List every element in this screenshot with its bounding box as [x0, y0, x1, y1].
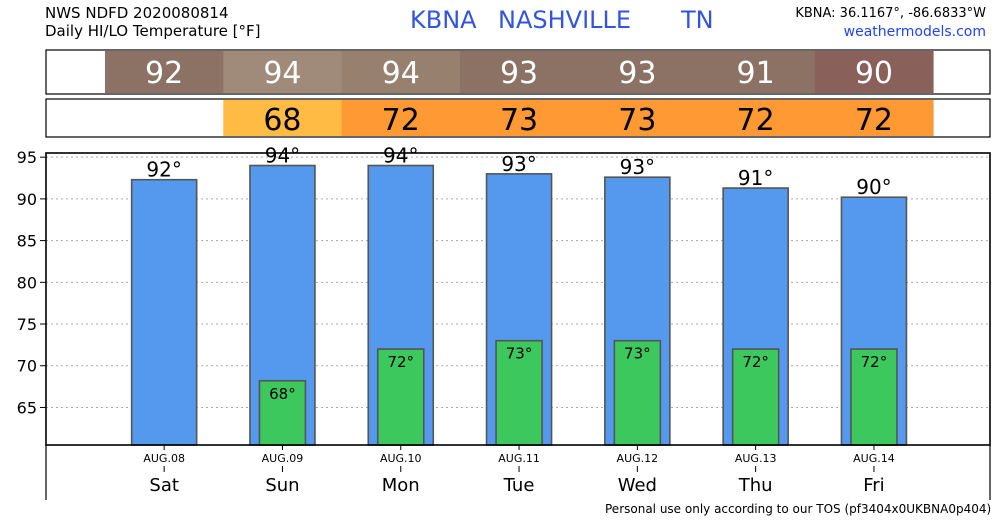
- plot-frame: [45, 152, 991, 446]
- lo-bar: [731, 348, 780, 446]
- x-day-label: Sun: [265, 475, 299, 496]
- lo-bar-label: 73°: [506, 345, 533, 363]
- lo-bar-label: 72°: [861, 353, 888, 371]
- station-city: NASHVILLE: [498, 6, 632, 34]
- lo-strip-value: 72: [855, 103, 893, 138]
- product-label: Daily HI/LO Temperature [°F]: [45, 22, 261, 40]
- lo-strip-value: 68: [263, 103, 301, 138]
- x-day-label: Wed: [618, 475, 657, 496]
- hi-strip-value: 93: [500, 56, 538, 91]
- hi-strip-cell: [459, 51, 579, 93]
- lo-strip-value: 72: [737, 103, 775, 138]
- hi-bar-label: 93°: [501, 152, 536, 176]
- lo-bar-label: 72°: [387, 353, 414, 371]
- site-link[interactable]: weathermodels.com: [843, 24, 986, 40]
- lo-bar: [258, 379, 307, 446]
- hi-strip-cell: [814, 51, 934, 93]
- station-coords: KBNA: 36.1167°, -86.6833°W: [795, 6, 986, 21]
- x-date-label: AUG.08: [143, 452, 185, 465]
- station-state: TN: [681, 6, 714, 34]
- hi-bar: [130, 178, 198, 446]
- lo-strip-cell: [578, 100, 697, 136]
- x-date-label: AUG.09: [262, 452, 304, 465]
- hi-strip-value: 91: [737, 56, 775, 91]
- hi-bar-label: 93°: [620, 155, 655, 179]
- hi-strip-cell: [223, 51, 343, 93]
- hi-strip-value: 90: [855, 56, 893, 91]
- hi-strip-cell: [696, 51, 816, 93]
- y-tick-label: 85: [17, 232, 37, 251]
- hi-bar-label: 92°: [146, 158, 181, 182]
- hi-strip-cell: [105, 51, 224, 93]
- y-tick-label: 90: [17, 190, 37, 209]
- tos-note: Personal use only according to our TOS (…: [605, 502, 992, 516]
- station-id: KBNA: [410, 6, 477, 34]
- x-date-label: AUG.10: [380, 452, 422, 465]
- x-day-label: Tue: [503, 475, 535, 496]
- hi-strip-cell: [341, 51, 461, 93]
- hi-bar-label: 94°: [383, 144, 418, 168]
- hi-bar-label: 90°: [856, 175, 891, 199]
- y-tick-label: 65: [17, 398, 37, 417]
- lo-bar-label: 68°: [269, 385, 296, 403]
- lo-strip-value: 72: [382, 103, 420, 138]
- lo-bar: [495, 339, 543, 446]
- y-tick-label: 75: [17, 315, 37, 334]
- lo-strip-value: 73: [618, 103, 656, 138]
- lo-bar-label: 72°: [742, 353, 769, 371]
- x-date-label: AUG.14: [853, 452, 895, 465]
- hi-bar-label: 91°: [738, 166, 773, 190]
- x-day-label: Fri: [863, 475, 884, 496]
- lo-bar: [376, 348, 425, 446]
- lo-strip-cell: [459, 100, 579, 136]
- lo-strip-value: 73: [500, 103, 538, 138]
- hi-strip-value: 92: [145, 56, 183, 91]
- x-day-label: Thu: [738, 475, 773, 496]
- lo-bar: [850, 348, 898, 446]
- lo-bar-label: 73°: [624, 345, 651, 363]
- hi-strip-value: 93: [618, 56, 656, 91]
- y-tick-label: 80: [17, 273, 37, 292]
- lo-strip-cell: [814, 100, 934, 136]
- y-tick-label: 95: [17, 148, 37, 167]
- model-run-label: NWS NDFD 2020080814: [45, 4, 229, 22]
- lo-bar: [613, 339, 662, 446]
- x-day-label: Mon: [382, 475, 420, 496]
- lo-strip-cell: [696, 100, 816, 136]
- lo-strip-cell: [223, 100, 343, 136]
- hi-bar-label: 94°: [265, 144, 300, 168]
- x-date-label: AUG.11: [498, 452, 540, 465]
- x-day-label: Sat: [149, 475, 179, 496]
- hi-strip-cell: [578, 51, 697, 93]
- x-date-label: AUG.13: [735, 452, 777, 465]
- lo-strip-cell: [341, 100, 461, 136]
- hi-strip-value: 94: [263, 56, 301, 91]
- hi-strip-value: 94: [382, 56, 420, 91]
- x-date-label: AUG.12: [617, 452, 659, 465]
- y-tick-label: 70: [17, 357, 37, 376]
